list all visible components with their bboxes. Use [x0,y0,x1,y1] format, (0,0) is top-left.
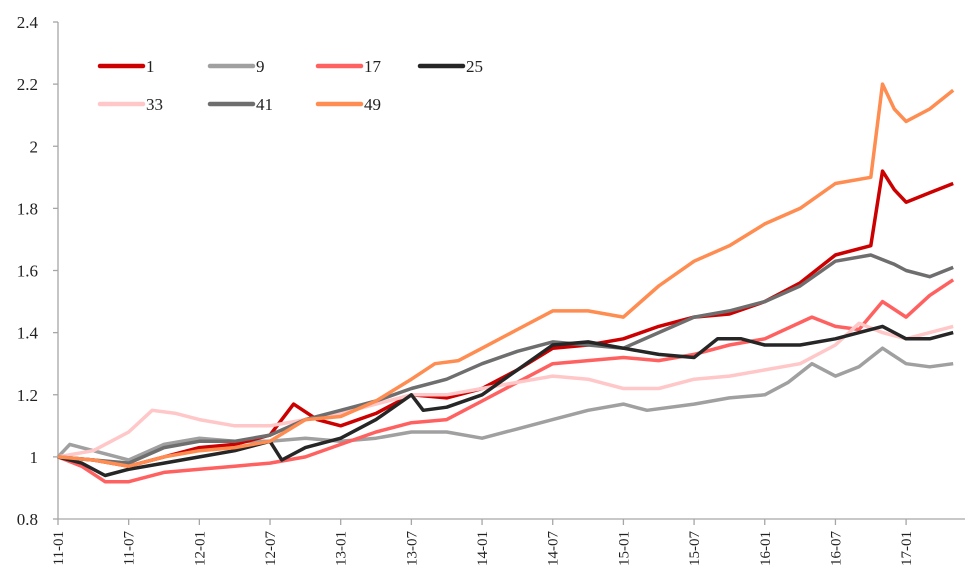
x-tick-label: 12-01 [192,531,208,566]
x-tick-label: 11-07 [122,531,138,566]
y-tick-label: 2.2 [17,75,38,94]
legend-label-41: 41 [256,95,273,114]
y-tick-label: 1 [30,448,39,467]
axes: 0.811.21.41.61.822.22.411-01 11-07 12-01 12… [17,13,965,566]
x-tick-label: 15-07 [687,531,703,566]
y-tick-label: 1.8 [17,199,38,218]
legend-label-1: 1 [146,57,155,76]
x-tick-label: 14-01 [475,531,491,566]
legend-label-25: 25 [466,57,483,76]
y-tick-label: 2 [30,137,39,156]
series-line-25 [57,324,954,478]
series-line-9 [56,346,954,462]
y-tick-label: 1.2 [17,386,38,405]
x-tick-label: 12-07 [263,531,279,566]
x-tick-label: 13-01 [334,531,350,566]
series-lines [56,82,955,484]
x-tick-label: 16-01 [758,531,774,566]
legend-label-9: 9 [256,57,265,76]
y-tick-label: 2.4 [17,13,39,32]
x-tick-label: 11-01 [51,531,67,565]
series-line-49 [57,82,955,468]
legend: 1 9 17 25 33 41 49 [97,57,483,114]
x-tick-label: 14-07 [546,531,562,566]
y-tick-label: 0.8 [17,510,38,529]
y-tick-label: 1.6 [17,262,38,281]
legend-label-33: 33 [146,95,163,114]
x-tick-label: 13-07 [404,531,420,566]
x-tick-label: 17-01 [899,531,915,566]
legend-label-49: 49 [364,95,381,114]
series-line-41 [57,253,954,465]
x-tick-label: 15-01 [616,531,632,566]
x-tick-label: 16-07 [828,531,844,566]
y-tick-label: 1.4 [17,324,39,343]
legend-label-17: 17 [364,57,382,76]
